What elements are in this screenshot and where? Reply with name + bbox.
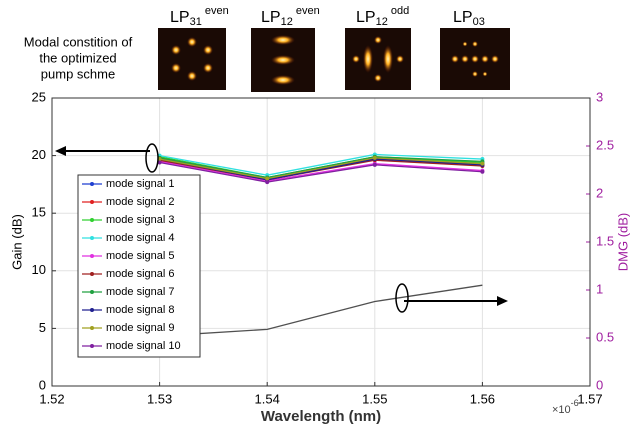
mode-sup: even: [205, 5, 229, 17]
legend-marker: [90, 308, 94, 312]
mode-base: LP: [261, 9, 281, 26]
series-marker: [157, 160, 162, 165]
series-line: [159, 284, 483, 337]
mode-sub: 12: [376, 16, 388, 28]
plot-frame: [51, 97, 591, 387]
mode-label: LP31even: [170, 5, 229, 28]
x-axis-title: Wavelength (nm): [261, 408, 381, 425]
mode-spots: [171, 37, 213, 81]
mode-spots: [451, 41, 499, 77]
series-ellipse: [145, 143, 159, 173]
mode-sub: 31: [190, 16, 202, 28]
arrowhead: [497, 296, 508, 306]
legend-marker: [90, 254, 94, 258]
mode-labels: LP31even LP12even LP12odd LP03: [170, 5, 485, 28]
mode-base: LP: [356, 9, 376, 26]
y2-tick-label: 2: [596, 185, 603, 200]
mode-base: LP: [453, 9, 473, 26]
legend-label: mode signal 10: [106, 340, 181, 352]
x-multiplier-base: ×10: [552, 404, 571, 416]
legend-label: mode signal 9: [106, 322, 175, 334]
y2-tick-label: 0.5: [596, 329, 614, 344]
x-tick-label: 1.54: [255, 391, 280, 406]
x-tick-label: 1.55: [362, 391, 387, 406]
y-tick-label: 5: [39, 320, 46, 335]
plot: [157, 152, 485, 337]
mode-sup: odd: [391, 5, 409, 17]
legend-label: mode signal 2: [106, 196, 175, 208]
mode-spots: [352, 36, 404, 82]
caption-line: the optimized: [39, 50, 116, 65]
mode-label: LP03: [453, 9, 485, 28]
legend-marker: [90, 326, 94, 330]
legend-label: mode signal 6: [106, 268, 175, 280]
y-tick-label: 15: [32, 205, 46, 220]
mode-label: LP12even: [261, 5, 320, 28]
series-marker: [265, 176, 270, 181]
mode-images: [158, 28, 510, 92]
series-line: [159, 156, 483, 179]
caption-line: pump schme: [41, 66, 115, 81]
series-ellipse: [395, 283, 409, 313]
series-line: [159, 161, 483, 183]
series-marker: [372, 155, 377, 160]
y2-tick-label: 0: [596, 377, 603, 392]
x-tick-label: 1.53: [147, 391, 172, 406]
grid: 1.52 1.53 1.54 1.55 1.56 1.57051015202500.511…: [32, 89, 615, 406]
legend-marker: [90, 182, 94, 186]
y-tick-label: 10: [32, 262, 46, 277]
x-tick-label: 1.56: [470, 391, 495, 406]
mode-sub: 03: [473, 16, 485, 28]
legend-marker: [90, 272, 94, 276]
x-tick-label: 1.57: [577, 391, 602, 406]
mode-sup: even: [296, 5, 320, 17]
legend-marker: [90, 236, 94, 240]
legend-marker: [90, 344, 94, 348]
legend: mode signal 1 mode signal 2 mode signal 3 m…: [82, 178, 181, 352]
legend-box: [77, 174, 201, 358]
legend-label: mode signal 3: [106, 214, 175, 226]
series-marker: [372, 162, 377, 167]
legend-label: mode signal 7: [106, 286, 175, 298]
y-tick-label: 25: [32, 89, 46, 104]
legend-marker: [90, 218, 94, 222]
x-tick-label: 1.52: [39, 391, 64, 406]
y2-tick-label: 1.5: [596, 233, 614, 248]
series-marker: [480, 161, 485, 166]
mode-spots: [271, 35, 295, 85]
x-multiplier-exponent: -6: [571, 398, 579, 408]
legend-label: mode signal 1: [106, 178, 175, 190]
legend-label: mode signal 4: [106, 232, 175, 244]
series-line: [159, 160, 483, 182]
legend-marker: [90, 200, 94, 204]
series-marker: [265, 180, 270, 185]
y-tick-label: 0: [39, 377, 46, 392]
mode-label: LP12odd: [356, 5, 409, 28]
y-axis-title: Gain (dB): [9, 214, 24, 270]
caption-line: Modal constition of: [24, 34, 133, 49]
mode-base: LP: [170, 9, 190, 26]
y2-tick-label: 2.5: [596, 137, 614, 152]
mode-sub: 12: [281, 16, 293, 28]
annotations: [55, 143, 508, 313]
series-line: [159, 157, 483, 180]
series-line: [159, 153, 483, 176]
y2-axis-title: DMG (dB): [615, 213, 630, 272]
y2-tick-label: 1: [596, 281, 603, 296]
arrowhead: [55, 146, 66, 156]
y-tick-label: 20: [32, 147, 46, 162]
legend-label: mode signal 5: [106, 250, 175, 262]
legend-label: mode signal 8: [106, 304, 175, 316]
x-multiplier: ×10-6: [552, 398, 579, 416]
series-marker: [480, 169, 485, 174]
y2-tick-label: 3: [596, 89, 603, 104]
legend-marker: [90, 290, 94, 294]
